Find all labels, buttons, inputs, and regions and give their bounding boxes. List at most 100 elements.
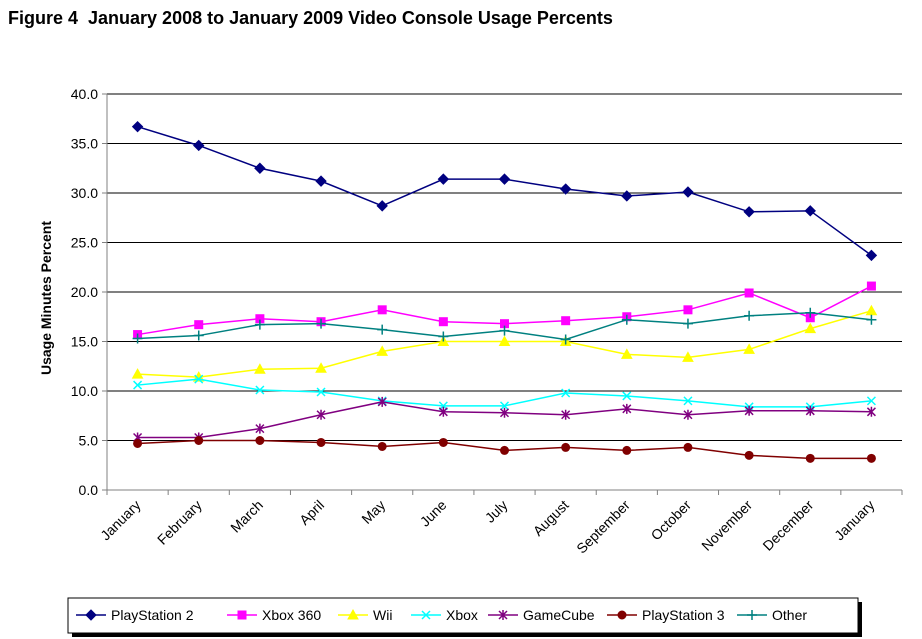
data-point <box>500 445 509 455</box>
x-tick-label: October <box>648 497 695 544</box>
data-point <box>132 333 143 344</box>
legend-label: GameCube <box>523 607 595 623</box>
x-tick-label: March <box>227 497 266 536</box>
data-point <box>682 186 694 198</box>
x-tick-label: January <box>831 497 878 544</box>
data-point <box>194 436 204 445</box>
data-point <box>683 396 693 406</box>
data-point <box>254 363 266 374</box>
data-point <box>376 345 389 356</box>
data-point <box>683 305 693 315</box>
legend-marker <box>617 610 627 620</box>
series-xbox <box>133 374 876 412</box>
series-line <box>137 378 872 408</box>
y-tick-label: 35.0 <box>71 136 98 152</box>
data-point <box>744 405 754 416</box>
legend-item: PlayStation 3 <box>607 607 725 623</box>
data-point <box>621 314 632 325</box>
data-point <box>865 304 878 316</box>
legend-label: Wii <box>373 607 392 623</box>
legend-marker <box>421 610 431 620</box>
data-point <box>131 120 144 133</box>
data-point <box>561 316 571 326</box>
y-tick-label: 40.0 <box>71 86 98 102</box>
data-point <box>744 310 755 321</box>
series-wii <box>131 304 878 382</box>
data-point <box>255 385 265 395</box>
series-gamecube <box>133 396 876 443</box>
data-point <box>438 406 448 417</box>
x-tick-label: December <box>759 497 816 554</box>
x-tick-label: August <box>530 497 572 539</box>
legend-item: Other <box>737 607 807 623</box>
data-point <box>865 249 878 262</box>
legend-marker <box>498 610 508 620</box>
data-point <box>744 450 754 460</box>
data-point <box>316 409 326 420</box>
x-axis-ticks: January February March April May June July Augu… <box>97 490 903 557</box>
data-point <box>438 317 448 327</box>
data-point <box>133 380 143 390</box>
legend-marker <box>237 610 247 620</box>
data-point <box>804 322 817 334</box>
data-point <box>620 348 633 359</box>
data-point <box>559 183 572 195</box>
data-point <box>743 206 755 218</box>
data-point <box>621 190 633 202</box>
data-point <box>622 391 632 401</box>
y-tick-label: 20.0 <box>71 284 98 300</box>
legend-item: Xbox 360 <box>227 607 321 623</box>
data-point <box>376 200 388 212</box>
data-point <box>683 409 693 420</box>
data-point <box>194 320 204 330</box>
y-tick-label: 25.0 <box>71 235 98 251</box>
series-lines <box>131 120 878 463</box>
y-axis-ticks: 0.0 5.0 10.0 15.0 20.0 25.0 30.0 35.0 40.0 <box>71 86 107 498</box>
data-point <box>682 318 693 329</box>
x-tick-label: November <box>698 497 755 554</box>
legend-label: Xbox <box>446 607 478 623</box>
data-point <box>805 405 815 416</box>
data-point <box>804 205 816 217</box>
data-point <box>744 288 754 298</box>
data-point <box>194 374 204 384</box>
data-point <box>193 139 205 152</box>
legend-item: PlayStation 2 <box>76 607 194 623</box>
data-point <box>193 330 204 341</box>
legend-label: Other <box>772 607 807 623</box>
legend-item: Xbox <box>411 607 478 623</box>
data-point <box>255 423 265 434</box>
data-point <box>805 453 815 463</box>
series-other <box>132 307 877 345</box>
data-point <box>377 305 387 315</box>
legend-marker <box>347 608 359 620</box>
series-playstation-3 <box>133 436 876 463</box>
x-tick-label: May <box>358 497 388 527</box>
data-point <box>377 441 387 451</box>
y-tick-label: 10.0 <box>71 383 98 399</box>
gridlines <box>107 93 902 441</box>
data-point <box>622 403 632 414</box>
data-point <box>866 453 876 463</box>
data-point <box>498 335 511 346</box>
series-line <box>137 125 872 256</box>
data-point <box>683 442 693 452</box>
data-point <box>316 318 327 329</box>
data-point <box>561 388 571 398</box>
data-point <box>498 173 511 185</box>
data-point <box>316 437 326 447</box>
data-point <box>254 162 266 174</box>
x-tick-label: September <box>573 497 633 557</box>
data-point <box>316 387 326 397</box>
data-point <box>682 351 694 362</box>
data-point <box>133 438 143 448</box>
x-tick-label: July <box>482 497 511 526</box>
legend-label: PlayStation 3 <box>642 607 725 623</box>
legend-label: Xbox 360 <box>262 607 321 623</box>
data-point <box>437 173 450 185</box>
x-tick-label: June <box>417 497 450 530</box>
y-tick-label: 5.0 <box>79 433 99 449</box>
figure-title: Figure 4 January 2008 to January 2009 Vi… <box>8 8 613 28</box>
y-tick-label: 0.0 <box>79 482 99 498</box>
